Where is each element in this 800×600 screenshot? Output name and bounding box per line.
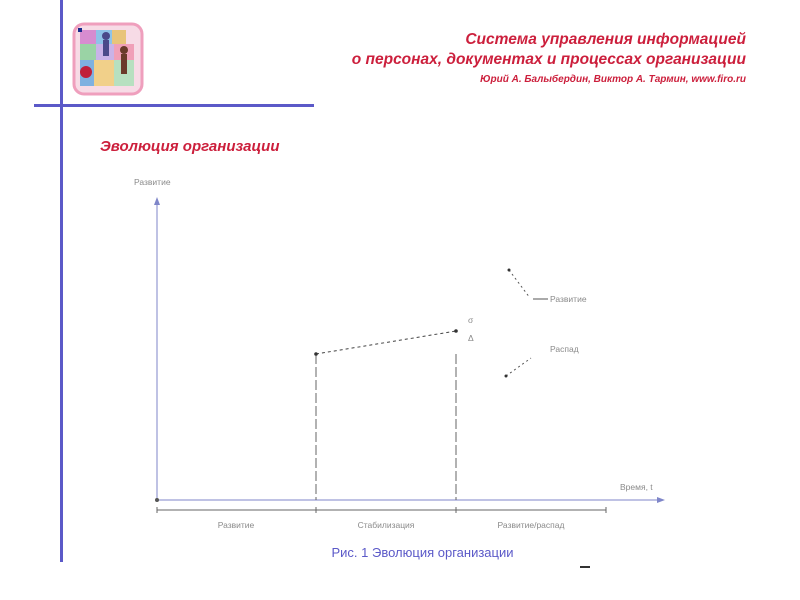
phase-label: Развитие (218, 520, 255, 530)
phase-label: Стабилизация (358, 520, 415, 530)
header-title-line1: Система управления информацией (465, 31, 746, 48)
puzzle-people-logo (72, 22, 144, 96)
phase-label: Развитие/распад (498, 520, 565, 530)
y-axis-label: Развитие (134, 177, 171, 187)
branch-point-label-bottom: Δ (468, 333, 474, 343)
branch-up-end (507, 268, 511, 272)
stabilization-start-point (314, 352, 318, 356)
branch-down-label: Распад (550, 344, 579, 354)
page-header: Система управления информацией о персона… (352, 30, 746, 85)
origin-point (155, 498, 159, 502)
slide-nav-mark[interactable] (580, 566, 590, 568)
branch-point-label-top: σ (468, 315, 474, 325)
decor-vertical-line (60, 0, 63, 562)
branch-point (454, 329, 458, 333)
branch-up-line (508, 269, 531, 299)
section-title: Эволюция организации (100, 138, 280, 155)
header-authors: Юрий А. Балыбердин, Виктор А. Тармин, ww… (480, 74, 746, 85)
decor-horizontal-line (34, 104, 314, 107)
x-axis-label: Время, t (620, 482, 653, 492)
branch-up-label: Развитие (550, 294, 587, 304)
figure-caption: Рис. 1 Эволюция организации (331, 545, 514, 560)
stabilization-line (315, 330, 457, 355)
branch-down-end (504, 374, 508, 378)
y-axis-arrow (154, 197, 160, 205)
x-axis-arrow (657, 497, 665, 503)
branch-down-line (505, 357, 532, 377)
header-title-line2: о персонах, документах и процессах орган… (351, 51, 746, 68)
